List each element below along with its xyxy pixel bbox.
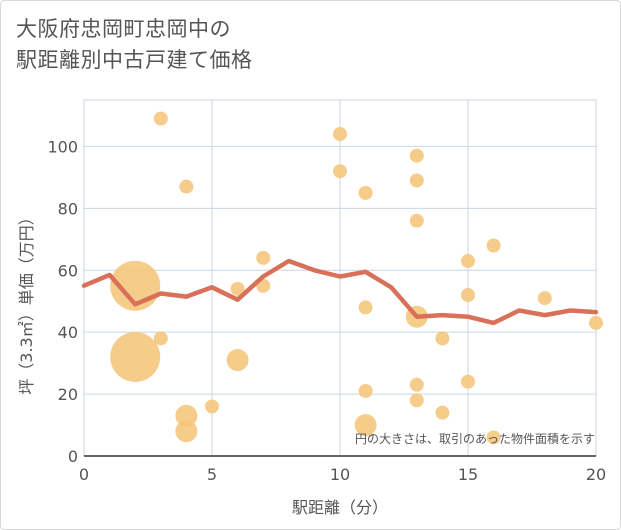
data-bubble <box>358 185 373 200</box>
data-bubble <box>358 383 373 398</box>
data-bubble <box>205 399 219 414</box>
y-tick-label: 60 <box>58 261 78 280</box>
data-bubble <box>354 414 377 437</box>
data-bubble <box>409 213 424 228</box>
x-tick-label: 5 <box>207 465 217 484</box>
chart-title-line-2: 駅距離別中古戸建て価格 <box>16 48 253 72</box>
data-bubble <box>226 349 249 372</box>
y-tick-label: 20 <box>58 385 78 404</box>
data-bubble <box>486 430 501 445</box>
data-bubble <box>461 253 475 268</box>
bubble-size-note: 円の大きさは、取引のあった物件面積を示す <box>355 431 595 446</box>
bubble-series <box>110 111 603 445</box>
data-bubble <box>409 173 424 188</box>
data-bubble <box>537 291 552 306</box>
data-bubble <box>333 127 347 142</box>
data-bubble <box>589 315 603 330</box>
data-bubble <box>409 148 424 163</box>
average-line-series <box>81 258 599 326</box>
data-bubble <box>110 331 161 382</box>
chart-title-line-1: 大阪府忠岡町忠岡中の <box>16 17 231 41</box>
data-bubble <box>435 405 450 420</box>
y-tick-label: 0 <box>68 447 78 466</box>
average-price-line <box>81 258 599 326</box>
data-bubble <box>230 281 245 296</box>
data-bubble <box>256 250 271 265</box>
data-bubble <box>153 331 168 346</box>
y-axis-title: 坪（3.3㎡）単価（万円） <box>17 209 36 394</box>
data-bubble <box>153 111 168 126</box>
y-tick-label: 100 <box>47 137 78 156</box>
x-tick-label: 10 <box>330 465 350 484</box>
data-bubble <box>358 300 373 315</box>
y-tick-label: 40 <box>58 323 78 342</box>
data-bubble <box>179 179 194 194</box>
data-bubble <box>461 288 475 303</box>
x-tick-label: 20 <box>586 465 606 484</box>
x-tick-label: 15 <box>458 465 478 484</box>
x-axis-title: 駅距離（分） <box>292 498 388 517</box>
data-bubble <box>409 377 424 392</box>
data-bubble <box>435 331 450 346</box>
data-bubble <box>175 420 198 443</box>
data-bubble <box>461 374 475 389</box>
data-bubble <box>333 164 347 179</box>
axis-ticks: 0 20 40 60 80 100 0 5 10 15 20 <box>47 137 606 484</box>
x-tick-label: 0 <box>79 465 89 484</box>
data-bubble <box>486 238 501 253</box>
data-bubble <box>175 404 198 427</box>
y-tick-label: 80 <box>58 199 78 218</box>
data-bubble <box>409 393 424 408</box>
chart-title: 大阪府忠岡町忠岡中の 駅距離別中古戸建て価格 <box>16 14 253 76</box>
